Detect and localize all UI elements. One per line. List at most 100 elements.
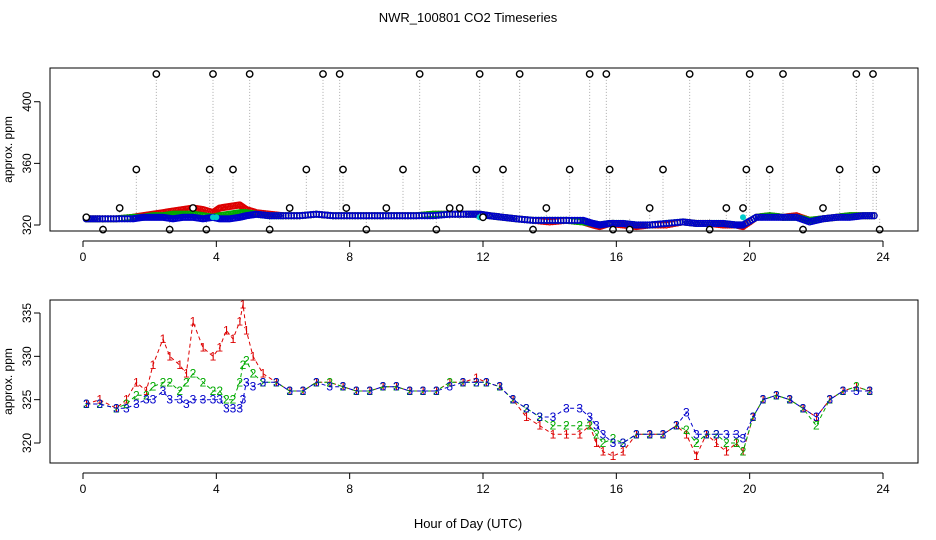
series-1-label: 1: [133, 375, 140, 389]
flagged-point: [819, 204, 827, 212]
flagged-point: [445, 204, 454, 212]
series-3-label: 3: [586, 410, 593, 424]
flagged-point: [152, 70, 161, 78]
flagged-point: [872, 165, 881, 174]
bottom-panel-frame: [49, 299, 919, 464]
chart-title: NWR_100801 CO2 Timeseries: [379, 10, 558, 25]
series-3-point: [614, 219, 623, 228]
series-3-label: 3: [683, 406, 690, 420]
series-2-label: 2: [273, 375, 280, 389]
flagged-point: [229, 165, 237, 174]
series-3-point: [766, 213, 774, 221]
series-3-point: [617, 219, 625, 228]
series-1-label: 1: [866, 384, 873, 398]
x-tick-label: 4: [213, 250, 220, 264]
series-2-label: 2: [620, 436, 627, 450]
series-3-label: 3: [460, 375, 467, 389]
series-3-point: [712, 219, 720, 228]
series-2-label: 2: [496, 380, 503, 394]
y-tick-label: 325: [20, 389, 34, 409]
flagged-point: [209, 70, 217, 78]
series-3-label: 3: [523, 401, 530, 415]
x-tick-label: 16: [610, 482, 624, 496]
series-2-label: 2: [166, 375, 173, 389]
series-3-label: 3: [813, 410, 820, 424]
series-1-label: 1: [646, 427, 653, 441]
flagged-point: [745, 70, 754, 78]
series-3-label: 3: [133, 397, 140, 411]
series-3-point: [761, 213, 769, 221]
series-1-label: 1: [240, 297, 247, 311]
flagged-point: [339, 165, 347, 174]
series-2-label: 2: [733, 436, 740, 450]
series-2-label: 2: [610, 432, 617, 446]
series-3-point: [777, 213, 785, 221]
series-1-label: 1: [216, 341, 223, 355]
series-1-label: 1: [473, 371, 480, 385]
series-3-label: 3: [200, 393, 207, 407]
series-3-point: [868, 212, 876, 220]
series-3-label: 3: [366, 384, 373, 398]
series-2-label: 2: [760, 393, 767, 407]
series-2-label: 2: [693, 436, 700, 450]
series-2-label: 2: [523, 401, 530, 415]
flagged-point: [722, 204, 731, 212]
series-3-label: 3: [733, 427, 740, 441]
series-1-label: 1: [446, 375, 453, 389]
series-3-point: [863, 212, 872, 220]
flagged-point: [542, 204, 551, 212]
series-1-label: 1: [236, 315, 243, 329]
series-2-label: 2: [660, 427, 667, 441]
series-3-label: 3: [216, 393, 223, 407]
series-1-label: 1: [393, 380, 400, 394]
series-2-label: 2: [723, 436, 730, 450]
series-2-line: [86, 359, 870, 453]
series-3-point: [697, 219, 705, 228]
series-2-label: 2: [683, 423, 690, 437]
series-1-label: 1: [723, 445, 730, 459]
series-1-label: 1: [750, 410, 757, 424]
series-2-label: 2: [160, 375, 167, 389]
flagged-point: [362, 225, 371, 234]
y-tick-label: 320: [20, 433, 34, 453]
series-2-label: 2: [433, 384, 440, 398]
series-3-point: [837, 213, 845, 221]
series-3-label: 3: [826, 393, 833, 407]
series-3-label: 3: [593, 419, 600, 433]
series-1-label: 1: [380, 380, 387, 394]
series-1-label: 1: [713, 436, 720, 450]
series-1-label: 1: [786, 393, 793, 407]
series-3-label: 3: [166, 393, 173, 407]
series-3-point: [774, 213, 783, 221]
series-2-label: 2: [550, 419, 557, 433]
series-2-label: 2: [473, 375, 480, 389]
y-tick-label: 360: [20, 153, 34, 173]
series-2-label: 2: [190, 367, 197, 381]
series-3-point: [639, 221, 647, 229]
series-3-label: 3: [83, 397, 90, 411]
series-1-label: 1: [840, 384, 847, 398]
series-1-label: 1: [223, 323, 230, 337]
flagged-point: [625, 225, 634, 234]
series-2-label: 2: [260, 375, 267, 389]
flagged-point: [455, 204, 464, 212]
series-1-label: 1: [510, 393, 517, 407]
series-2-label: 2: [326, 375, 333, 389]
series-1-label: 1: [586, 419, 593, 433]
series-3-label: 3: [473, 375, 480, 389]
series-2-label: 2: [576, 419, 583, 433]
y-tick-label: 320: [20, 215, 34, 235]
series-2-label: 2: [113, 401, 120, 415]
flagged-point: [605, 165, 614, 174]
x-tick-label: 16: [610, 250, 624, 264]
series-1-label: 1: [190, 315, 197, 329]
series-1-label: 1: [340, 380, 347, 394]
series-3-label: 3: [563, 401, 570, 415]
series-3-point: [93, 215, 102, 223]
series-3-label: 3: [773, 388, 780, 402]
series-2-label: 2: [853, 380, 860, 394]
series-3-label: 3: [673, 419, 680, 433]
series-3-point: [839, 213, 847, 221]
series-2-label: 2: [216, 384, 223, 398]
series-1-label: 1: [160, 332, 167, 346]
